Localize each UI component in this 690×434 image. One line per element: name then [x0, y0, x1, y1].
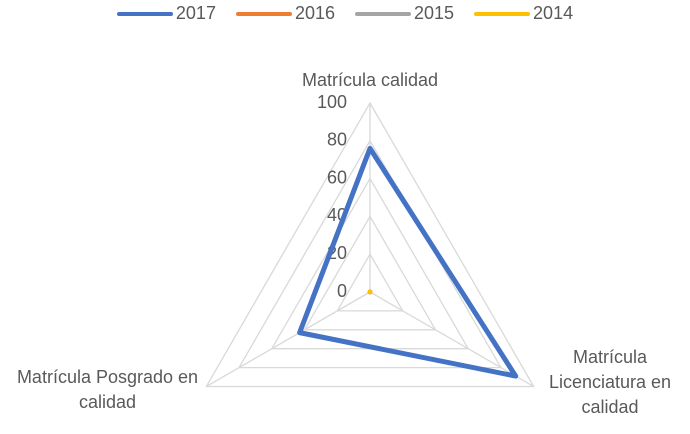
legend-item: 2014 [474, 3, 573, 24]
legend-label: 2014 [533, 3, 574, 23]
legend-swatch [474, 11, 531, 16]
spoke [369, 291, 535, 388]
tick-label: 60 [327, 167, 347, 187]
tick-label: 100 [317, 92, 347, 112]
grid-ring [336, 252, 404, 312]
legend-swatch [355, 11, 411, 16]
legend-swatch [116, 11, 173, 16]
tick-label: 80 [327, 130, 347, 150]
legend-item: 2015 [355, 3, 454, 24]
tick-label: 0 [337, 281, 347, 301]
grid-ring [205, 101, 535, 388]
legend-item: 2016 [235, 3, 335, 24]
legend-item: 2017 [116, 3, 216, 24]
series-line [297, 145, 519, 379]
grid-ring [303, 215, 437, 331]
legend: 2017 2016 2015 2014 [0, 3, 690, 24]
legend-label: 2016 [294, 3, 335, 23]
category-label: Matrícula calidad [301, 70, 439, 90]
category-label: Matrícula Posgrado en calidad [16, 367, 199, 412]
legend-swatch [235, 11, 292, 16]
legend-label: 2015 [414, 3, 455, 23]
spoke [205, 291, 371, 388]
category-label: Matrícula Licenciatura en calidad [548, 347, 672, 417]
legend-label: 2017 [175, 3, 216, 23]
